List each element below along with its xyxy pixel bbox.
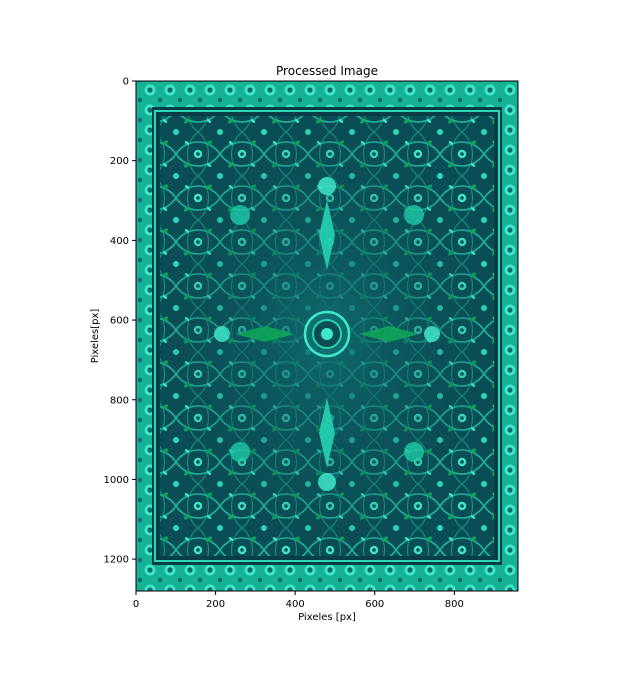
x-tick-label: 600 [365,599,384,610]
y-tick-label: 400 [110,236,129,247]
y-axis-label: Pixeles[px] [90,309,101,364]
y-axis: 0 200 400 600 800 1000 1200 [104,77,136,566]
y-tick-label: 0 [123,77,129,88]
x-tick-label: 400 [286,599,305,610]
chart-title: Processed Image [276,64,378,78]
x-tick-label: 0 [133,599,139,610]
plot-frame [135,80,519,592]
y-tick-label: 1200 [104,555,129,566]
x-tick-label: 200 [206,599,225,610]
x-tick-label: 800 [445,599,464,610]
y-tick-label: 800 [110,395,129,406]
y-tick-label: 600 [110,316,129,327]
y-tick-label: 1000 [104,475,129,486]
x-axis-label: Pixeles [px] [298,612,356,623]
y-tick-label: 200 [110,156,129,167]
carpet-image [136,81,518,591]
x-axis: 0 200 400 600 800 [133,591,464,610]
